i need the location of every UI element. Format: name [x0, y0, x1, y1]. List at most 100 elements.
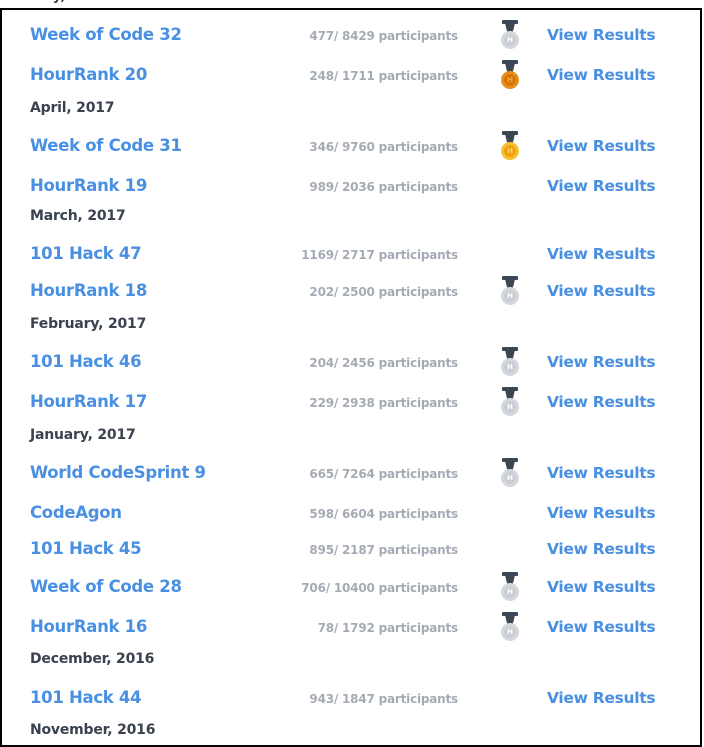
medal-ribbon-fold [505, 461, 515, 470]
participants-count: 346/ 9760 participants [309, 140, 458, 154]
medal-letter: H [504, 290, 516, 302]
contest-row: HourRank 19 989/ 2036 participants H Vie… [2, 176, 700, 200]
medal-ribbon-fold [505, 23, 515, 32]
view-results-link[interactable]: View Results [547, 353, 656, 371]
medal-ribbon-fold [505, 134, 515, 143]
contest-row: 101 Hack 46 204/ 2456 participants H Vie… [2, 347, 700, 376]
contest-row: Week of Code 28 706/ 10400 participants … [2, 572, 700, 601]
contest-name-link[interactable]: HourRank 18 [30, 281, 147, 300]
participants-count: 895/ 2187 participants [309, 543, 458, 557]
medal-ribbon-fold [505, 575, 515, 584]
contest-name-link[interactable]: Week of Code 31 [30, 136, 182, 155]
view-results-link[interactable]: View Results [547, 282, 656, 300]
contest-name-link[interactable]: HourRank 20 [30, 65, 147, 84]
medal-circle: H [501, 583, 519, 601]
view-results-link[interactable]: View Results [547, 464, 656, 482]
participants-count: 598/ 6604 participants [309, 507, 458, 521]
month-header: April, 2017 [30, 100, 115, 116]
month-header: March, 2017 [30, 208, 126, 224]
medal-circle: H [501, 469, 519, 487]
view-results-link[interactable]: View Results [547, 504, 656, 522]
medal-icon: H [497, 131, 523, 163]
contest-name-link[interactable]: 101 Hack 46 [30, 352, 142, 371]
contest-name-link[interactable]: HourRank 17 [30, 392, 147, 411]
view-results-link[interactable]: View Results [547, 245, 656, 263]
view-results-link[interactable]: View Results [547, 177, 656, 195]
month-header: November, 2016 [30, 722, 156, 738]
medal-ribbon [502, 612, 518, 616]
view-results-link[interactable]: View Results [547, 540, 656, 558]
contest-name-link[interactable]: HourRank 19 [30, 176, 147, 195]
contest-row: HourRank 20 248/ 1711 participants H Vie… [2, 60, 700, 89]
medal-icon: H [497, 387, 523, 419]
participants-count: 229/ 2938 participants [309, 396, 458, 410]
medal-ribbon [502, 131, 518, 135]
contest-name-link[interactable]: 101 Hack 45 [30, 539, 142, 558]
medal-circle: H [501, 31, 519, 49]
contest-row: 101 Hack 45 895/ 2187 participants H Vie… [2, 539, 700, 563]
medal-icon: H [497, 276, 523, 308]
medal-circle: H [501, 623, 519, 641]
participants-count: 1169/ 2717 participants [301, 248, 458, 262]
contest-row: CodeAgon 598/ 6604 participants H View R… [2, 503, 700, 527]
contest-history-panel: Week of Code 32 477/ 8429 participants H… [0, 8, 702, 747]
medal-ribbon [502, 387, 518, 391]
medal-icon: H [497, 20, 523, 52]
medal-ribbon [502, 20, 518, 24]
contest-name-link[interactable]: CodeAgon [30, 503, 122, 522]
medal-letter: H [504, 472, 516, 484]
medal-ribbon [502, 572, 518, 576]
contest-row: 101 Hack 47 1169/ 2717 participants H Vi… [2, 244, 700, 268]
participants-count: 665/ 7264 participants [309, 467, 458, 481]
medal-ribbon-fold [505, 279, 515, 288]
contest-row: HourRank 18 202/ 2500 participants H Vie… [2, 276, 700, 305]
medal-circle: H [501, 358, 519, 376]
medal-letter: H [504, 361, 516, 373]
medal-letter: H [504, 586, 516, 598]
contest-row: Week of Code 31 346/ 9760 participants H… [2, 131, 700, 160]
view-results-link[interactable]: View Results [547, 689, 656, 707]
contest-name-link[interactable]: Week of Code 28 [30, 577, 182, 596]
month-header: January, 2017 [30, 427, 136, 443]
medal-ribbon-fold [505, 63, 515, 72]
participants-count: 477/ 8429 participants [309, 29, 458, 43]
medal-ribbon [502, 60, 518, 64]
month-header: February, 2017 [30, 316, 147, 332]
medal-ribbon [502, 347, 518, 351]
contest-row: HourRank 17 229/ 2938 participants H Vie… [2, 387, 700, 416]
medal-icon: H [497, 612, 523, 644]
participants-count: 78/ 1792 participants [317, 621, 459, 635]
medal-circle: H [501, 398, 519, 416]
contest-row: HourRank 16 78/ 1792 participants H View… [2, 612, 700, 641]
contest-row: Week of Code 32 477/ 8429 participants H… [2, 20, 700, 49]
month-header: December, 2016 [30, 651, 155, 667]
contest-name-link[interactable]: World CodeSprint 9 [30, 463, 206, 482]
participants-count: 989/ 2036 participants [309, 180, 458, 194]
view-results-link[interactable]: View Results [547, 66, 656, 84]
contest-name-link[interactable]: 101 Hack 44 [30, 688, 142, 707]
medal-ribbon [502, 458, 518, 462]
medal-letter: H [504, 74, 516, 86]
contest-row: 101 Hack 44 943/ 1847 participants H Vie… [2, 688, 700, 712]
month-header-clipped: May, 2017 [30, 0, 109, 4]
view-results-link[interactable]: View Results [547, 578, 656, 596]
medal-ribbon-fold [505, 350, 515, 359]
medal-circle: H [501, 142, 519, 160]
medal-ribbon-fold [505, 390, 515, 399]
medal-ribbon-fold [505, 615, 515, 624]
medal-letter: H [504, 401, 516, 413]
view-results-link[interactable]: View Results [547, 393, 656, 411]
contest-name-link[interactable]: 101 Hack 47 [30, 244, 142, 263]
view-results-link[interactable]: View Results [547, 26, 656, 44]
participants-count: 202/ 2500 participants [309, 285, 458, 299]
medal-letter: H [504, 34, 516, 46]
medal-icon: H [497, 347, 523, 379]
contest-name-link[interactable]: HourRank 16 [30, 617, 147, 636]
medal-letter: H [504, 626, 516, 638]
view-results-link[interactable]: View Results [547, 137, 656, 155]
medal-circle: H [501, 287, 519, 305]
view-results-link[interactable]: View Results [547, 618, 656, 636]
contest-name-link[interactable]: Week of Code 32 [30, 25, 182, 44]
medal-ribbon [502, 276, 518, 280]
medal-icon: H [497, 458, 523, 490]
